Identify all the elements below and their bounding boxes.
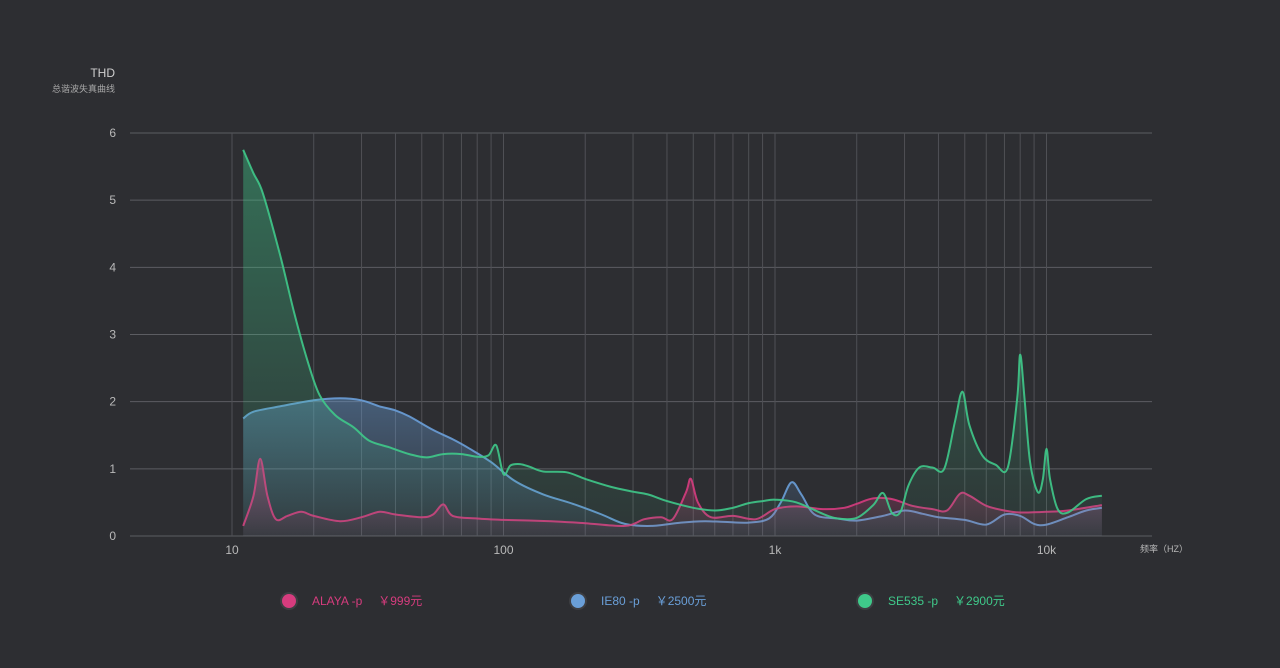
chart-title: THD	[90, 66, 115, 80]
legend-name-ie80: IE80 -p	[601, 593, 640, 608]
y-tick-label: 4	[109, 260, 116, 274]
y-tick-label: 6	[109, 126, 116, 140]
x-tick-label: 10	[225, 543, 239, 557]
legend-item-se535[interactable]: SE535 -p ￥2900元	[858, 592, 1005, 609]
legend-name-alaya: ALAYA -p	[312, 593, 363, 608]
y-tick-label: 2	[109, 395, 116, 409]
legend-dot-alaya	[282, 593, 296, 608]
x-tick-label: 100	[493, 543, 513, 557]
legend-item-alaya[interactable]: ALAYA -p ￥999元	[282, 592, 422, 609]
series-se535	[242, 149, 1103, 537]
y-tick-label: 1	[109, 462, 116, 476]
x-axis-label: 频率（HZ）	[1140, 544, 1188, 554]
legend-name-se535: SE535 -p	[888, 593, 939, 608]
y-tick-label: 5	[109, 193, 116, 207]
chart-subtitle: 总谐波失真曲线	[51, 84, 115, 94]
y-tick-label: 3	[109, 328, 116, 342]
series-area-se535	[243, 149, 1102, 537]
legend-price-alaya: ￥999元	[378, 594, 423, 608]
x-tick-label: 1k	[769, 543, 783, 557]
legend-item-ie80[interactable]: IE80 -p ￥2500元	[571, 592, 706, 609]
legend-dot-se535	[858, 593, 872, 608]
legend-price-se535: ￥2900元	[954, 594, 1005, 608]
y-tick-label: 0	[109, 529, 116, 543]
series-line-se535	[242, 149, 1103, 521]
legend-price-ie80: ￥2500元	[655, 594, 707, 608]
x-tick-label: 10k	[1037, 543, 1057, 557]
legend-dot-ie80	[571, 593, 585, 608]
